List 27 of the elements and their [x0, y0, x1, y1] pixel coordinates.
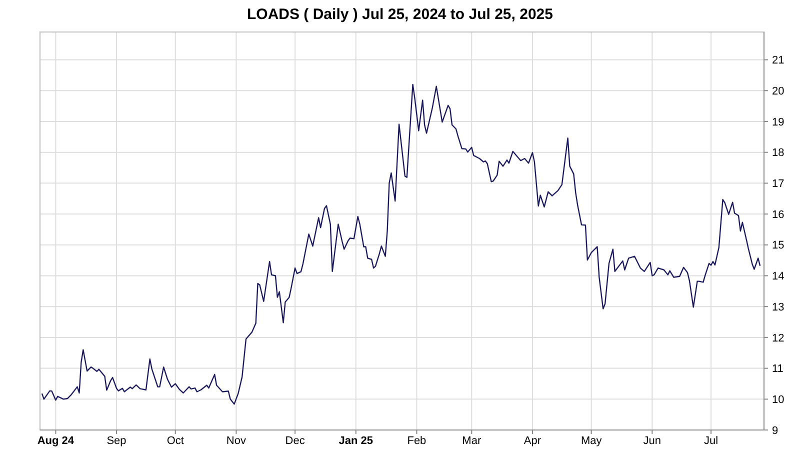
x-tick-label: Sep	[106, 435, 126, 447]
x-tick-label: Apr	[524, 435, 542, 447]
y-tick-label: 15	[772, 240, 784, 252]
x-tick-label: Nov	[226, 435, 246, 447]
x-tick-label: Jun	[643, 435, 662, 447]
y-tick-label: 18	[772, 147, 784, 160]
y-tick-label: 17	[772, 178, 784, 190]
x-tick-label: Feb	[407, 435, 426, 447]
y-tick-label: 14	[772, 270, 784, 283]
y-tick-label: 16	[772, 208, 784, 221]
x-tick-label: Oct	[166, 435, 184, 447]
line-series	[41, 84, 761, 405]
y-tick-label: 10	[772, 394, 784, 406]
y-tick-label: 11	[772, 363, 784, 376]
y-tick-label: 20	[772, 85, 784, 98]
x-tick-label: Jan 25	[338, 435, 374, 447]
y-tick-label: 21	[772, 54, 784, 67]
y-tick-label: 13	[772, 301, 784, 314]
y-tick-label: 9	[772, 424, 778, 437]
y-tick-label: 12	[772, 332, 784, 344]
x-tick-label: Jul	[704, 435, 718, 447]
x-tick-label: Mar	[462, 435, 482, 447]
x-tick-label: Aug 24	[37, 435, 75, 447]
x-tick-label: Dec	[285, 435, 306, 447]
y-tick-label: 19	[772, 116, 784, 128]
chart-title: LOADS ( Daily ) Jul 25, 2024 to Jul 25, 2025	[247, 6, 553, 23]
x-tick-label: May	[580, 435, 602, 447]
